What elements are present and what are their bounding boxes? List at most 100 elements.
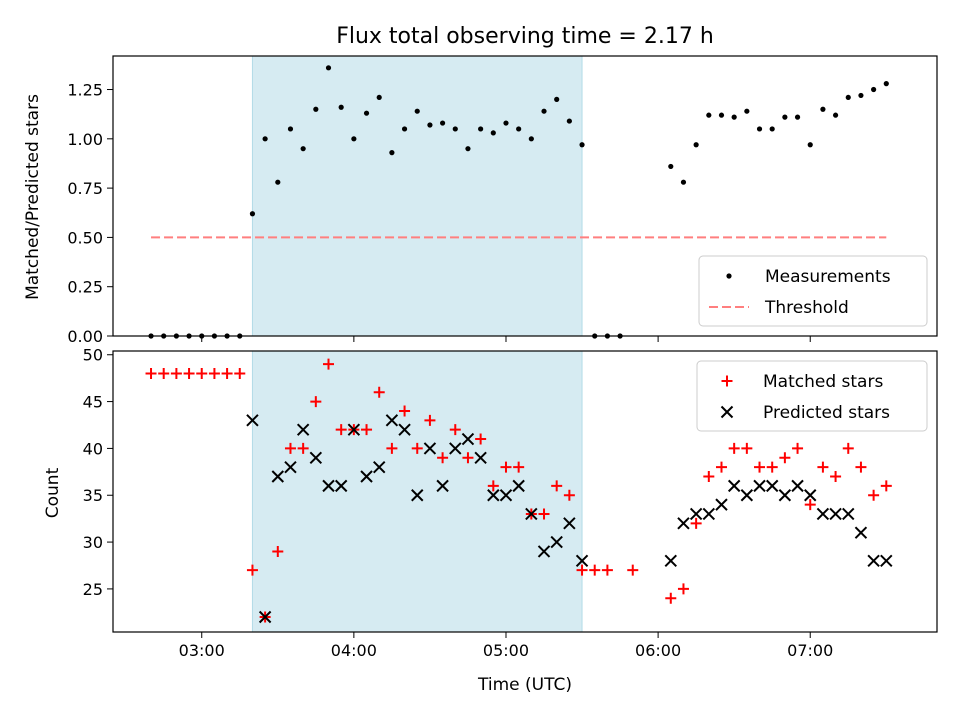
bottom-y-axis-label: Count [43,467,63,518]
legend-swatch-measurements [726,273,732,279]
predicted-star-marker [689,507,703,521]
matched-star-marker [804,499,816,511]
observing-interval-shade [251,55,583,337]
predicted-star-marker [537,545,551,558]
measurement-point [554,96,560,102]
matched-star-marker [855,461,867,473]
y-tick-label: 35 [83,486,103,505]
measurement-point [313,106,319,112]
matched-star-marker [500,461,512,473]
matched-star-marker [208,367,220,379]
predicted-star-marker [880,554,893,568]
y-tick-label: 50 [83,346,103,365]
matched-star-marker [766,461,778,473]
measurement-point [452,126,458,132]
measurement-point [680,179,687,185]
measurement-point [756,126,763,132]
measurement-point [718,112,725,118]
y-tick-label: 0.75 [67,179,103,198]
chart-title: Flux total observing time = 2.17 h [336,24,714,49]
matched-star-marker [513,461,525,473]
legend-swatch-predicted [720,405,734,419]
predicted-star-marker [474,451,487,464]
matched-star-marker [196,367,208,379]
legend-top: Measurements Threshold [698,255,928,327]
measurement-point [566,118,572,124]
y-tick-label: 0.00 [67,327,103,346]
predicted-star-marker [550,535,563,549]
predicted-star-marker [740,489,754,502]
predicted-star-marker [309,451,323,464]
matched-star-marker [589,564,601,576]
matched-star-marker [576,564,588,576]
matched-star-marker [792,442,804,454]
predicted-star-marker [461,432,475,446]
predicted-star-marker [322,479,335,493]
matched-star-marker [399,405,411,417]
y-tick-label: 0.50 [67,228,103,247]
matched-star-marker [284,442,296,454]
y-tick-label: 45 [83,393,103,412]
predicted-star-marker [829,507,842,521]
measurement-point [249,211,256,217]
matched-star-marker [779,452,791,464]
measurement-point [794,114,801,120]
measurement-point [325,65,332,71]
predicted-star-marker [664,554,677,568]
measurement-point [579,142,585,148]
measurement-point [363,110,370,116]
predicted-star-marker [284,460,297,474]
predicted-star-marker [778,489,792,502]
predicted-star-marker [449,442,462,455]
predicted-star-marker [423,442,437,455]
measurement-point [389,150,395,156]
matched-star-marker [158,367,170,379]
matched-star-marker [145,367,157,379]
legend-label: Threshold [764,298,849,318]
predicted-star-marker [753,479,766,493]
predicted-star-marker [398,423,411,436]
y-tick-label: 1.00 [67,130,103,149]
measurement-point [338,104,344,110]
predicted-star-marker [373,460,386,474]
measurement-point [401,126,408,132]
matched-star-marker [741,442,753,454]
measurement-point [858,92,864,99]
measurement-point [465,146,471,152]
matched-star-marker [335,424,347,436]
x-axis-label: Time (UTC) [477,675,572,695]
matched-star-marker [868,489,880,501]
matched-star-marker [449,424,461,436]
matched-star-marker [437,452,449,464]
measurement-point [845,94,851,101]
measurement-point [490,130,496,136]
matched-star-marker [297,442,309,454]
predicted-star-marker [854,526,868,539]
predicted-star-marker [411,489,424,502]
axes-frame [112,350,938,633]
predicted-star-marker [702,507,716,521]
predicted-star-marker [816,507,830,521]
top-y-axis-label: Matched/Predicted stars [23,94,43,300]
matched-star-marker [715,461,727,473]
predicted-star-marker [296,423,310,436]
matched-star-marker [183,367,195,379]
predicted-star-marker [791,479,804,493]
measurement-point [440,120,446,126]
axes-frame [112,55,938,337]
x-tick-label: 04:00 [331,641,377,660]
matched-star-marker [475,433,487,445]
predicted-star-marker [487,489,500,502]
predicted-star-marker [385,414,399,427]
matched-star-marker [665,592,677,604]
measurement-point [503,120,509,126]
measurement-point [782,114,788,120]
predicted-star-marker [804,489,817,502]
bottom-panel-counts: 25 30 35 40 45 50 03:00 04:00 05:00 06:00 07:00 Mat… [83,346,938,660]
matched-star-marker [310,396,322,408]
matched-star-marker [728,442,740,454]
matched-star-marker [690,517,702,529]
measurement-point [693,142,699,148]
measurement-point [516,126,522,132]
matched-star-marker [677,583,689,595]
